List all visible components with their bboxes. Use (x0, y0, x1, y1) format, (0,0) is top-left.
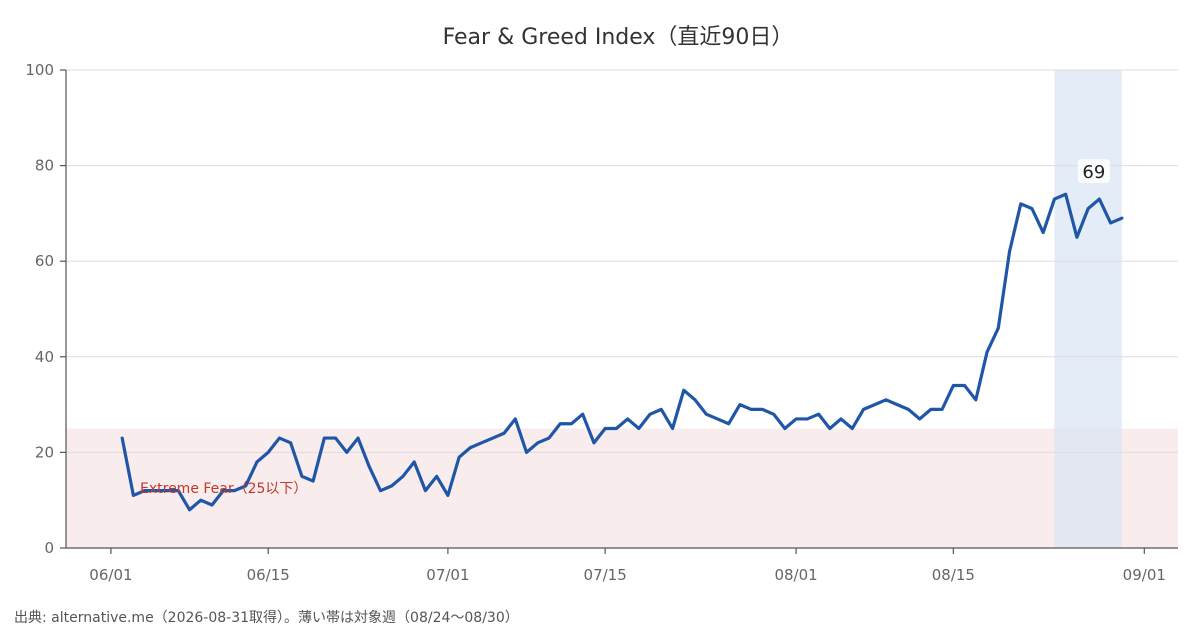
x-tick-label: 09/01 (1123, 566, 1166, 584)
chart-series (120, 192, 1124, 512)
x-tick-label: 08/01 (774, 566, 817, 584)
chart-zones (66, 70, 1178, 548)
chart-axes: 0 20 40 60 80 100 06/01 06/15 07/01 07/15 08/01 08/… (25, 61, 1178, 584)
last-value-label-bg (1077, 159, 1110, 184)
chart-grid (66, 69, 1178, 453)
x-tick-label: 06/15 (247, 566, 290, 584)
x-tick-label: 08/15 (932, 566, 975, 584)
x-tick-label: 07/15 (584, 566, 627, 584)
x-tick-label: 06/01 (89, 566, 132, 584)
y-tick-label: 0 (44, 539, 54, 557)
last-value-label: 69 (1082, 162, 1105, 183)
target-week-band (1054, 70, 1122, 548)
y-tick-label: 40 (35, 348, 54, 366)
y-tick-label: 60 (35, 252, 54, 270)
chart-labels: Extreme Fear（25以下） 69 (140, 159, 1110, 497)
source-note: 出典: alternative.me（2026-08-31取得）。薄い帯は対象週… (14, 609, 519, 626)
extreme-fear-label: Extreme Fear（25以下） (140, 481, 307, 497)
x-tick-label: 07/01 (426, 566, 469, 584)
y-tick-label: 20 (35, 443, 54, 461)
series-line (120, 192, 1124, 512)
extreme-fear-zone (66, 428, 1178, 548)
y-tick-label: 100 (25, 61, 54, 79)
y-tick-label: 80 (35, 157, 54, 175)
chart-title: Fear & Greed Index（直近90日） (443, 25, 794, 50)
